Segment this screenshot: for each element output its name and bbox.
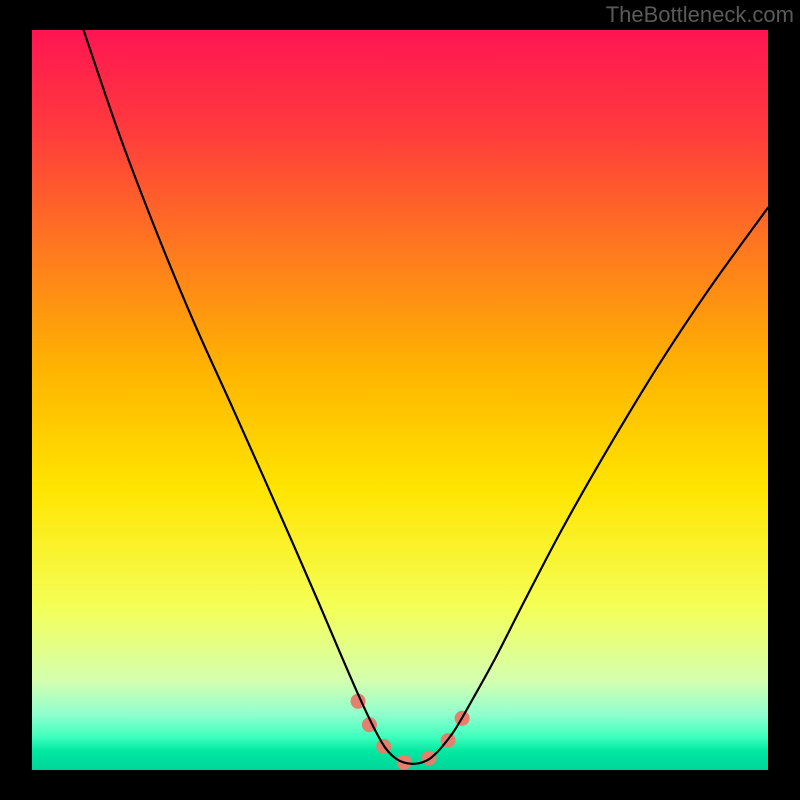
- chart-svg: [32, 30, 768, 770]
- gradient-background: [32, 30, 768, 770]
- watermark-text: TheBottleneck.com: [606, 2, 794, 28]
- chart-area: [32, 30, 768, 770]
- chart-stage: TheBottleneck.com: [0, 0, 800, 800]
